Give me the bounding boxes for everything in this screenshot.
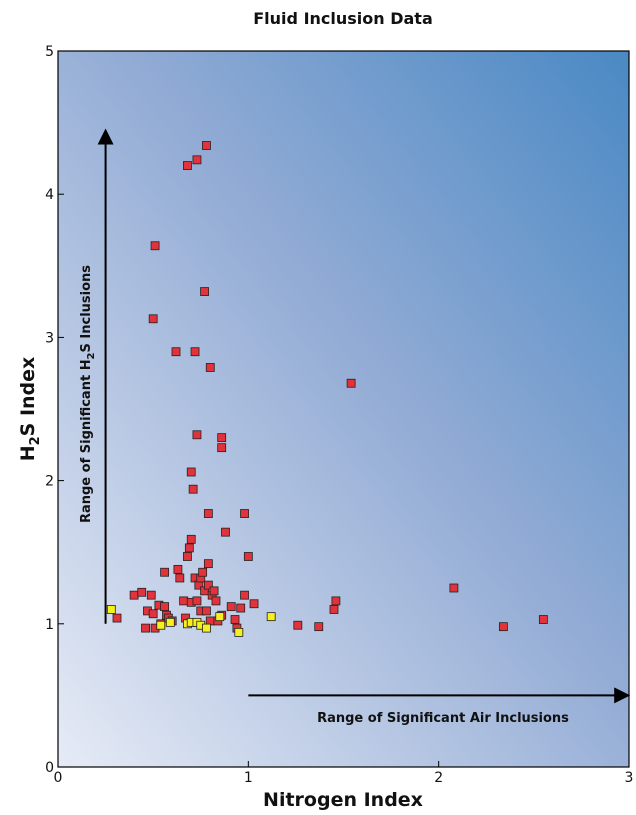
- data-point-red: [202, 606, 211, 616]
- data-point-red: [112, 613, 122, 623]
- data-point-red: [203, 559, 213, 569]
- data-point-red: [192, 155, 202, 165]
- data-point-red: [217, 433, 227, 443]
- plot-area: [57, 50, 630, 768]
- y-axis-ticks: 0 1 2 3 4 5: [45, 44, 64, 776]
- x-tick-label: 0: [54, 770, 63, 786]
- data-point-red: [203, 509, 213, 518]
- y-tick-label: 0: [45, 760, 54, 776]
- data-point-red: [202, 141, 211, 150]
- data-point-yellow: [234, 627, 244, 637]
- data-point-red: [331, 596, 341, 606]
- x-tick-label: 1: [244, 770, 253, 786]
- data-point-red: [240, 590, 249, 600]
- x-tick-label: 2: [434, 770, 443, 786]
- data-point-red: [171, 347, 181, 357]
- data-point-red: [179, 596, 189, 606]
- data-point-red: [192, 596, 202, 606]
- data-point-red: [184, 543, 194, 553]
- annotation-h2s-label: Range of Significant H2S Inclusions: [79, 265, 97, 523]
- data-point-red: [205, 363, 215, 372]
- data-point-red: [141, 623, 150, 633]
- data-point-red: [498, 622, 508, 632]
- data-point-red: [192, 430, 202, 440]
- annotation-air-label: Range of Significant Air Inclusions: [317, 711, 569, 726]
- data-point-red: [173, 564, 183, 574]
- data-point-red: [190, 347, 200, 357]
- data-point-red: [198, 567, 208, 577]
- data-point-red: [329, 605, 339, 614]
- data-point-yellow: [156, 620, 166, 630]
- data-point-red: [186, 534, 196, 544]
- y-tick-label: 4: [45, 187, 54, 203]
- data-point-red: [203, 580, 213, 590]
- data-point-red: [160, 567, 169, 577]
- y-tick-label: 1: [45, 617, 54, 633]
- data-point-red: [230, 615, 240, 624]
- data-point-red: [236, 603, 246, 613]
- data-point-red: [314, 622, 324, 632]
- data-point-red: [538, 615, 548, 624]
- data-point-yellow: [165, 617, 175, 627]
- data-point-yellow: [106, 605, 116, 614]
- data-point-red: [150, 241, 160, 251]
- data-point-red: [186, 467, 196, 477]
- y-tick-label: 2: [45, 474, 54, 490]
- data-point-yellow: [202, 623, 211, 633]
- data-point-yellow: [266, 612, 276, 622]
- x-axis-label: Nitrogen Index: [263, 789, 423, 811]
- data-point-red: [209, 586, 219, 596]
- data-point-red: [346, 378, 356, 388]
- data-points: [106, 141, 548, 637]
- data-point-red: [200, 287, 209, 296]
- data-point-red: [148, 314, 158, 324]
- annotation-arrows: [97, 128, 631, 704]
- y-axis-label: H2S Index: [17, 357, 43, 462]
- y-tick-label: 3: [45, 330, 54, 346]
- data-point-red: [137, 587, 147, 597]
- data-point-red: [240, 509, 249, 518]
- data-point-red: [449, 583, 459, 593]
- data-point-yellow: [215, 612, 225, 622]
- chart-title: Fluid Inclusion Data: [253, 9, 433, 28]
- data-point-red: [188, 484, 198, 494]
- data-point-red: [183, 161, 192, 170]
- data-point-red: [183, 552, 192, 561]
- data-point-red: [148, 609, 158, 619]
- x-tick-label: 3: [625, 770, 634, 786]
- data-point-red: [129, 590, 139, 600]
- data-point-red: [293, 620, 303, 630]
- data-point-red: [221, 527, 230, 537]
- data-point-red: [217, 443, 227, 453]
- data-point-red: [160, 602, 169, 612]
- data-point-red: [175, 573, 185, 583]
- data-point-red: [226, 602, 236, 612]
- data-point-red: [249, 599, 259, 609]
- data-point-red: [243, 552, 253, 561]
- x-axis-ticks: 0 1 2 3: [54, 761, 634, 786]
- y-tick-label: 5: [45, 44, 54, 60]
- data-point-red: [211, 596, 221, 606]
- data-point-red: [146, 590, 156, 600]
